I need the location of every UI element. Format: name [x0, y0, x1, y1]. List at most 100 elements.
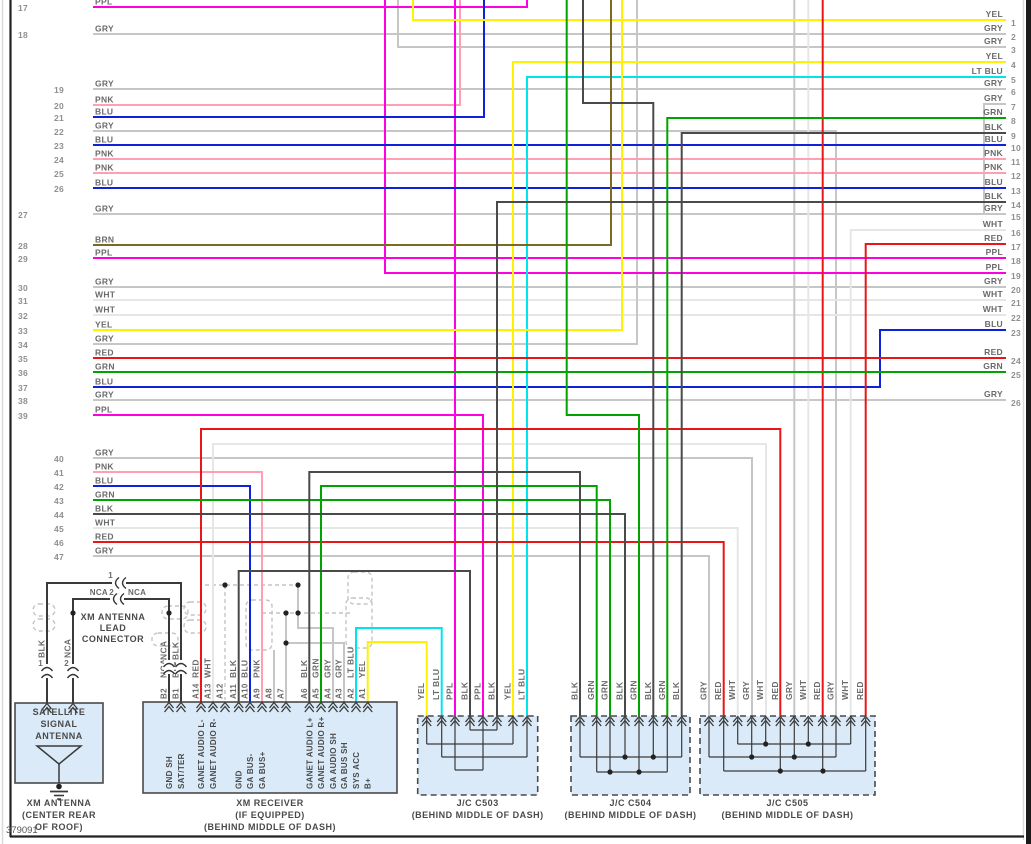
antenna-caption: OF ROOF): [35, 822, 83, 832]
jc505-pin-arrow: [732, 715, 743, 723]
receiver-pin-wire-color-label: YEL: [357, 661, 367, 678]
junction-dot: [283, 610, 289, 616]
receiver-box: [142, 701, 398, 794]
jc505-caption: (BEHIND MIDDLE OF DASH): [722, 810, 854, 820]
left-row-28-color-label: BRN: [95, 235, 114, 245]
antenna-symbol: [34, 745, 84, 765]
jc504-pin-wire-color-label: BLK: [570, 681, 580, 700]
receiver-pin-arrow: [327, 701, 339, 709]
right-row-17-color-label: RED: [984, 233, 1003, 243]
wire-r7-gry: [983, 103, 1006, 214]
receiver-pin-wire-color-label: BLU: [240, 660, 250, 678]
right-row-11-number: 11: [1011, 157, 1021, 167]
antenna-caption: (CENTER REAR: [22, 810, 96, 820]
inline-connector-icon: [174, 669, 188, 675]
receiver-pin-arrow: [315, 701, 327, 709]
right-row-25-number: 25: [1011, 370, 1021, 380]
receiver-pin-arrow: [233, 705, 244, 713]
left-row-39-number: 39: [18, 411, 28, 421]
right-row-18-color-label: PPL: [986, 247, 1003, 257]
jc503-pin-wire-color-label: YEL: [416, 683, 426, 700]
receiver-pin-arrow: [338, 705, 350, 713]
receiver-pin-id: A6: [300, 688, 309, 699]
wire-a2-ltblu: [355, 627, 443, 716]
left-row-31-number: 31: [18, 296, 28, 306]
left-row-42-number: 42: [54, 482, 64, 492]
shield-bubble-1: [32, 618, 56, 632]
jc503-pin-arrow: [507, 715, 519, 723]
receiver-pin-arrow: [338, 701, 350, 709]
jc505-pin-wire-color-label: RED: [855, 681, 865, 700]
left-row-34-number: 34: [18, 340, 28, 350]
right-row-11-color-label: PNK: [984, 148, 1003, 158]
left-row-43-color-label: GRN: [95, 490, 115, 500]
jc504-pin-wire-color-label: BLK: [671, 681, 681, 700]
left-row-29-number: 29: [18, 254, 28, 264]
antenna-wire-color-label: NCA: [159, 641, 169, 660]
left-row-30-color-label: GRY: [95, 277, 114, 287]
left-row-20-number: 20: [54, 101, 64, 111]
connector-number: 1: [38, 659, 43, 668]
right-row-18-number: 18: [1011, 256, 1021, 266]
right-row-9-color-label: BLK: [985, 122, 1004, 132]
junction-dot: [607, 769, 613, 775]
junction-dot: [749, 754, 755, 760]
jc505-pin-wire-color-label: GRY: [741, 681, 751, 700]
left-row-18-number: 18: [18, 30, 28, 40]
wire-r5-ltblu: [526, 76, 1006, 716]
receiver-pin-id: A7: [277, 688, 286, 699]
antenna-wire-color-label: NCA: [63, 639, 73, 658]
receiver-pin-function-label: GA AUDIO SH: [329, 733, 338, 789]
receiver-pin-arrow: [175, 705, 187, 713]
left-row-31-color-label: WHT: [95, 290, 116, 300]
wire-drain-a3: [286, 642, 345, 702]
right-row-20-number: 20: [1011, 285, 1021, 295]
receiver-pin-id: A10: [241, 683, 250, 699]
jc504-pin-arrow: [619, 715, 631, 723]
receiver-pin-arrow: [350, 705, 362, 713]
receiver-pin-wire-color-label: PNK: [252, 659, 262, 678]
wire-r8-grn: [666, 117, 1006, 716]
inline-connector-icon: [174, 662, 188, 668]
jc503-pin-arrow: [477, 715, 489, 723]
left-row-20-color-label: PNK: [95, 95, 114, 105]
jc503-pin-wire-color-label: YEL: [503, 683, 513, 700]
left-row-21-color-label: BLU: [95, 107, 113, 117]
jc503-caption: J/C C503: [457, 798, 499, 808]
connector-gap: [42, 664, 52, 678]
receiver-pin-arrow: [315, 705, 327, 713]
shield-bubble-3: [151, 632, 179, 647]
junction-dot: [295, 610, 301, 616]
left-row-28-number: 28: [18, 241, 28, 251]
left-row-40-color-label: GRY: [95, 448, 114, 458]
right-row-17-number: 17: [1011, 242, 1021, 252]
right-row-4-number: 4: [1011, 60, 1016, 70]
wire-l39-ppl: [93, 414, 484, 716]
jc504-caption: J/C C504: [609, 798, 651, 808]
antenna-title: SATELLITE: [33, 707, 86, 717]
junction-dot: [650, 754, 656, 760]
connector-number: 1: [108, 571, 113, 580]
left-row-37-number: 37: [18, 383, 28, 393]
receiver-pin-function-label: GANET AUDIO R+: [317, 716, 326, 789]
receiver-pin-arrow: [268, 701, 280, 709]
jc505-pin-arrow: [845, 715, 856, 723]
receiver-pin-function-label: GANET AUDIO L-: [197, 719, 206, 789]
receiver-pin-id: A9: [253, 688, 262, 699]
jc504-box: [570, 715, 691, 796]
right-row-20-color-label: GRY: [984, 276, 1003, 286]
right-row-14-color-label: BLK: [985, 191, 1004, 201]
wire-a11-blk: [237, 570, 471, 716]
receiver-pin-function-label: GA BUS SH: [340, 742, 349, 789]
receiver-pin-arrow: [163, 705, 175, 713]
jc505-pin-wire-color-label: WHT: [755, 679, 765, 700]
receiver-pin-wire-color-label: GRY: [334, 659, 344, 678]
antenna-pin-arrow: [67, 702, 79, 710]
antenna-pin-arrow: [41, 702, 53, 710]
jc504-pin-arrow: [591, 715, 602, 723]
wire-l44-blk: [93, 513, 626, 716]
junction-dot: [166, 610, 172, 616]
jc504-pin-arrow: [633, 715, 645, 723]
wire-r4-yel: [512, 61, 1006, 716]
